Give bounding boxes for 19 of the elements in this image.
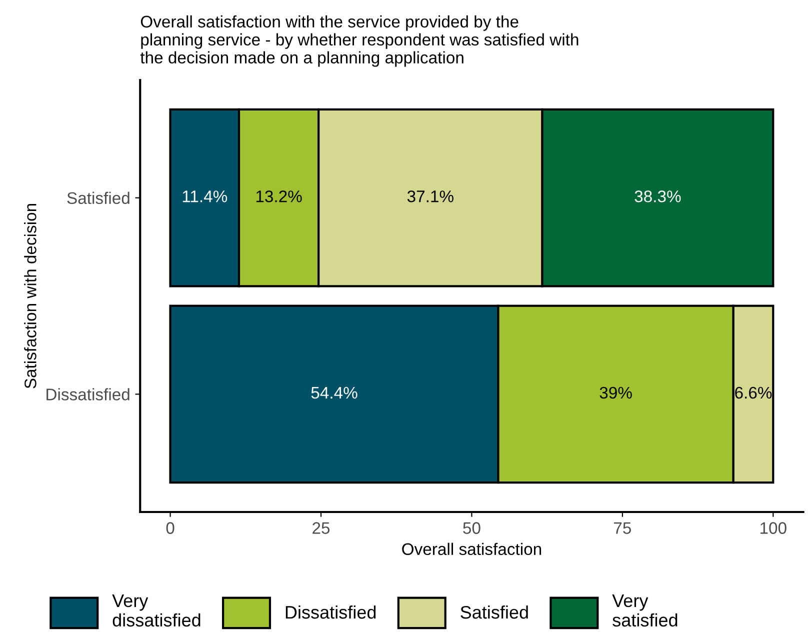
x-tick-label: 0 [166, 522, 174, 534]
x-tick-label: 75 [614, 522, 632, 534]
data-label: 54.4% [311, 386, 358, 399]
data-label: 6.6% [735, 386, 772, 399]
data-label: 39% [600, 386, 632, 399]
data-label: 13.2% [256, 190, 302, 202]
data-label: 38.3% [634, 190, 681, 202]
x-axis-title: Overall satisfaction [402, 542, 542, 556]
data-label: 11.4% [182, 190, 228, 202]
data-label: 37.1% [407, 190, 454, 202]
legend-label: Very dissatisfied [112, 594, 200, 627]
legend-label: Satisfied [460, 605, 528, 619]
chart-title: Overall satisfaction with the service provided by the planning service - by whether respondent was satisfied with the decision made on a planning application [140, 15, 578, 67]
x-tick-label: 50 [463, 522, 480, 534]
x-tick-label: 100 [760, 522, 786, 534]
legend-label: Dissatisfied [286, 605, 376, 619]
legend-label: Very satisfied [612, 594, 678, 627]
y-axis-title: Satisfaction with decision [24, 204, 36, 388]
x-tick-label: 25 [312, 522, 330, 534]
